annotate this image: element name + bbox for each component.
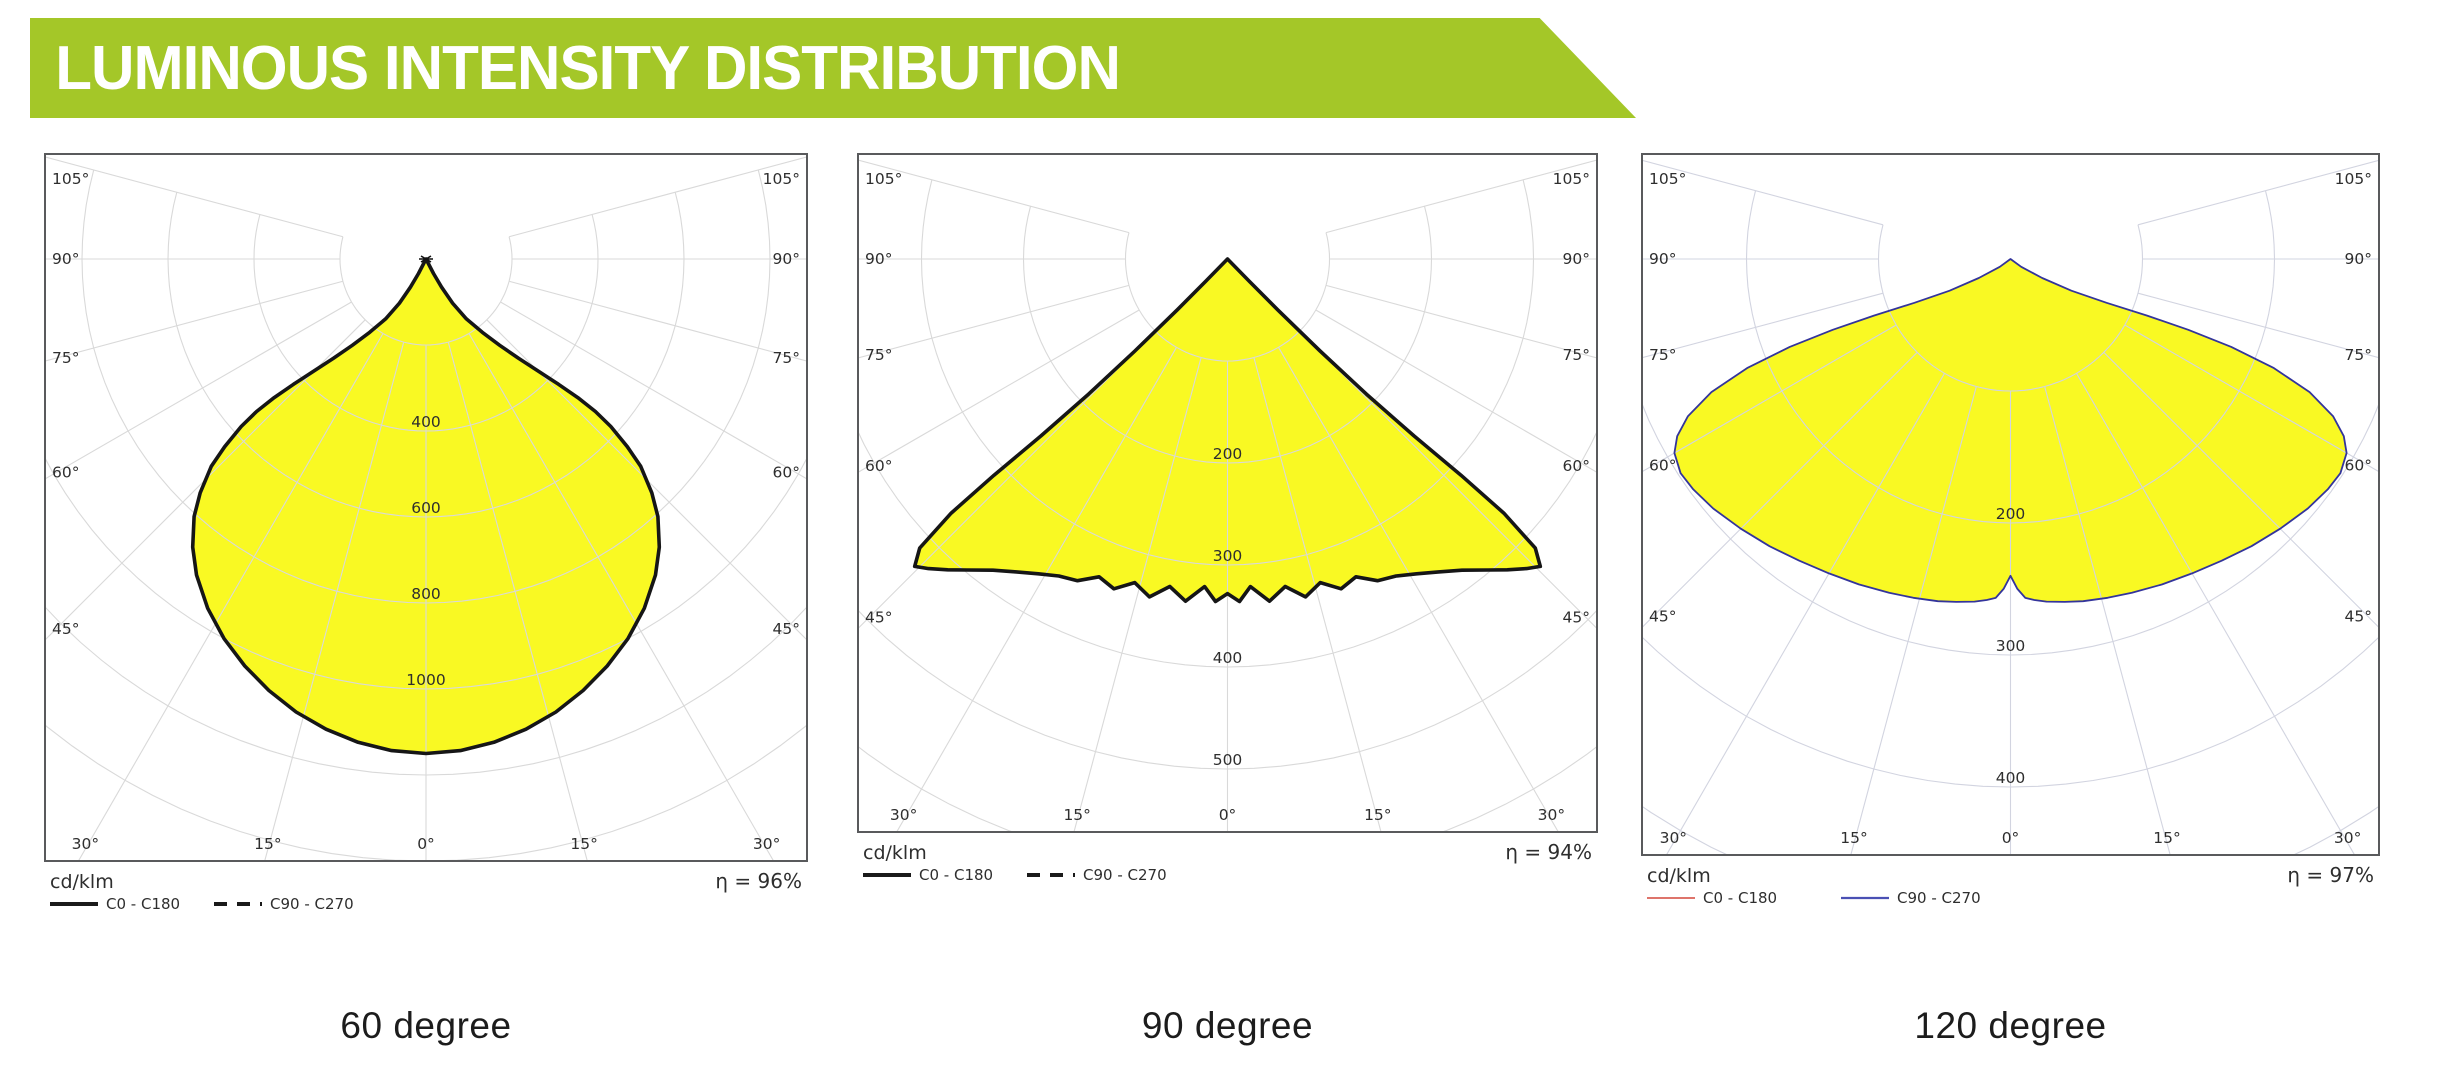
svg-text:60°: 60° [1563, 457, 1590, 475]
chart-caption-60: 60 degree [340, 1005, 512, 1046]
svg-text:105°: 105° [865, 170, 902, 188]
polar-diagram: 200 300 400 500 105° 105° 90° 90° 75° 75° 60° 60° 45… [857, 153, 1598, 884]
svg-text:105°: 105° [2335, 170, 2372, 188]
svg-text:800: 800 [411, 585, 441, 603]
svg-text:30°: 30° [2334, 829, 2361, 847]
svg-text:45°: 45° [52, 620, 79, 638]
angle-labels: 105° 105° 90° 90° 75° 75° 60° 60° 45° 45° 30° 15° 0°… [865, 170, 1590, 824]
svg-text:200: 200 [1996, 505, 2026, 523]
svg-text:15°: 15° [1364, 806, 1391, 824]
svg-text:75°: 75° [865, 346, 892, 364]
angle-labels: 105° 105° 90° 90° 75° 75° 60° 60° 45° 45° 30° 15° 0°… [1649, 170, 2372, 847]
polar-diagram: 400 600 800 1000 105° 105° 90° 90° 75° 75° 60° 60° 4… [44, 153, 808, 913]
svg-text:45°: 45° [773, 620, 800, 638]
polar-diagram: 200 300 400 105° 105° 90° 90° 75° 75° 60° 60° 45° 45… [1641, 153, 2380, 907]
svg-text:30°: 30° [753, 835, 780, 853]
svg-text:60°: 60° [865, 457, 892, 475]
svg-text:30°: 30° [1660, 829, 1687, 847]
svg-text:0°: 0° [417, 835, 435, 853]
section-banner: LUMINOUS INTENSITY DISTRIBUTION [30, 18, 1636, 118]
svg-text:75°: 75° [1563, 346, 1590, 364]
efficiency-label: η = 97% [2287, 863, 2374, 887]
svg-text:75°: 75° [773, 349, 800, 367]
polar-chart-60-degree: 400 600 800 1000 105° 105° 90° 90° 75° 75° 60° 60° 4… [44, 153, 808, 918]
unit-label: cd/klm [50, 871, 114, 893]
legend-label: C90 - C270 [1083, 866, 1167, 884]
svg-text:45°: 45° [1563, 609, 1590, 627]
svg-text:0°: 0° [2002, 829, 2020, 847]
svg-text:0°: 0° [1219, 806, 1237, 824]
chart-caption-120: 120 degree [1914, 1005, 2107, 1046]
legend: C0 - C180 C90 - C270 [1647, 889, 1981, 907]
svg-text:75°: 75° [1649, 346, 1676, 364]
svg-text:400: 400 [1996, 769, 2026, 787]
ring-labels: 400 600 800 1000 [406, 413, 445, 689]
svg-text:105°: 105° [1649, 170, 1686, 188]
svg-text:60°: 60° [52, 464, 79, 482]
efficiency-label: η = 96% [715, 869, 802, 893]
svg-text:45°: 45° [2345, 608, 2372, 626]
polar-chart-90-degree: 200 300 400 500 105° 105° 90° 90° 75° 75° 60° 60° 45… [857, 153, 1598, 889]
svg-text:400: 400 [1213, 649, 1243, 667]
legend-label: C0 - C180 [1703, 889, 1777, 907]
svg-text:15°: 15° [570, 835, 597, 853]
svg-text:90°: 90° [2345, 250, 2372, 268]
svg-text:30°: 30° [72, 835, 99, 853]
svg-text:30°: 30° [1538, 806, 1565, 824]
svg-text:15°: 15° [1840, 829, 1867, 847]
legend-label: C90 - C270 [1897, 889, 1981, 907]
polar-grid [859, 159, 1596, 831]
svg-text:90°: 90° [773, 250, 800, 268]
svg-text:30°: 30° [890, 806, 917, 824]
svg-text:15°: 15° [2153, 829, 2180, 847]
svg-text:105°: 105° [763, 170, 800, 188]
svg-text:60°: 60° [1649, 456, 1676, 474]
beam-shape-outline [190, 257, 662, 756]
angle-labels: 105° 105° 90° 90° 75° 75° 60° 60° 45° 45° 30° 15° 0°… [52, 170, 800, 853]
svg-text:45°: 45° [1649, 608, 1676, 626]
svg-text:1000: 1000 [406, 671, 445, 689]
svg-text:500: 500 [1213, 751, 1243, 769]
svg-text:90°: 90° [865, 250, 892, 268]
legend-label: C0 - C180 [919, 866, 993, 884]
svg-text:300: 300 [1996, 637, 2026, 655]
svg-text:60°: 60° [2345, 456, 2372, 474]
beam-shape-outline [912, 257, 1543, 604]
svg-text:105°: 105° [52, 170, 89, 188]
svg-text:15°: 15° [1063, 806, 1090, 824]
legend-label: C0 - C180 [106, 895, 180, 913]
legend: C0 - C180 C90 - C270 [50, 895, 354, 913]
svg-text:75°: 75° [2345, 346, 2372, 364]
polar-chart-120-degree: 200 300 400 105° 105° 90° 90° 75° 75° 60° 60° 45° 45… [1641, 153, 2380, 912]
polar-grid [1643, 159, 2378, 854]
ring-labels: 200 300 400 500 [1213, 445, 1243, 769]
svg-text:60°: 60° [773, 464, 800, 482]
unit-label: cd/klm [1647, 865, 1711, 887]
legend-label: C90 - C270 [270, 895, 354, 913]
svg-text:90°: 90° [1563, 250, 1590, 268]
svg-text:300: 300 [1213, 547, 1243, 565]
ring-labels: 200 300 400 [1996, 505, 2026, 787]
svg-text:600: 600 [411, 499, 441, 517]
svg-text:45°: 45° [865, 609, 892, 627]
unit-label: cd/klm [863, 842, 927, 864]
svg-text:105°: 105° [1553, 170, 1590, 188]
svg-text:90°: 90° [52, 250, 79, 268]
origin-marker [419, 255, 433, 263]
efficiency-label: η = 94% [1505, 840, 1592, 864]
legend: C0 - C180 C90 - C270 [863, 866, 1167, 884]
section-title: LUMINOUS INTENSITY DISTRIBUTION [55, 33, 1121, 103]
beam-shape-outline [1673, 258, 2348, 603]
polar-grid [46, 156, 806, 860]
chart-caption-90: 90 degree [1141, 1005, 1314, 1046]
svg-text:400: 400 [411, 413, 441, 431]
svg-text:15°: 15° [254, 835, 281, 853]
svg-text:75°: 75° [52, 349, 79, 367]
svg-text:90°: 90° [1649, 250, 1676, 268]
svg-text:200: 200 [1213, 445, 1243, 463]
